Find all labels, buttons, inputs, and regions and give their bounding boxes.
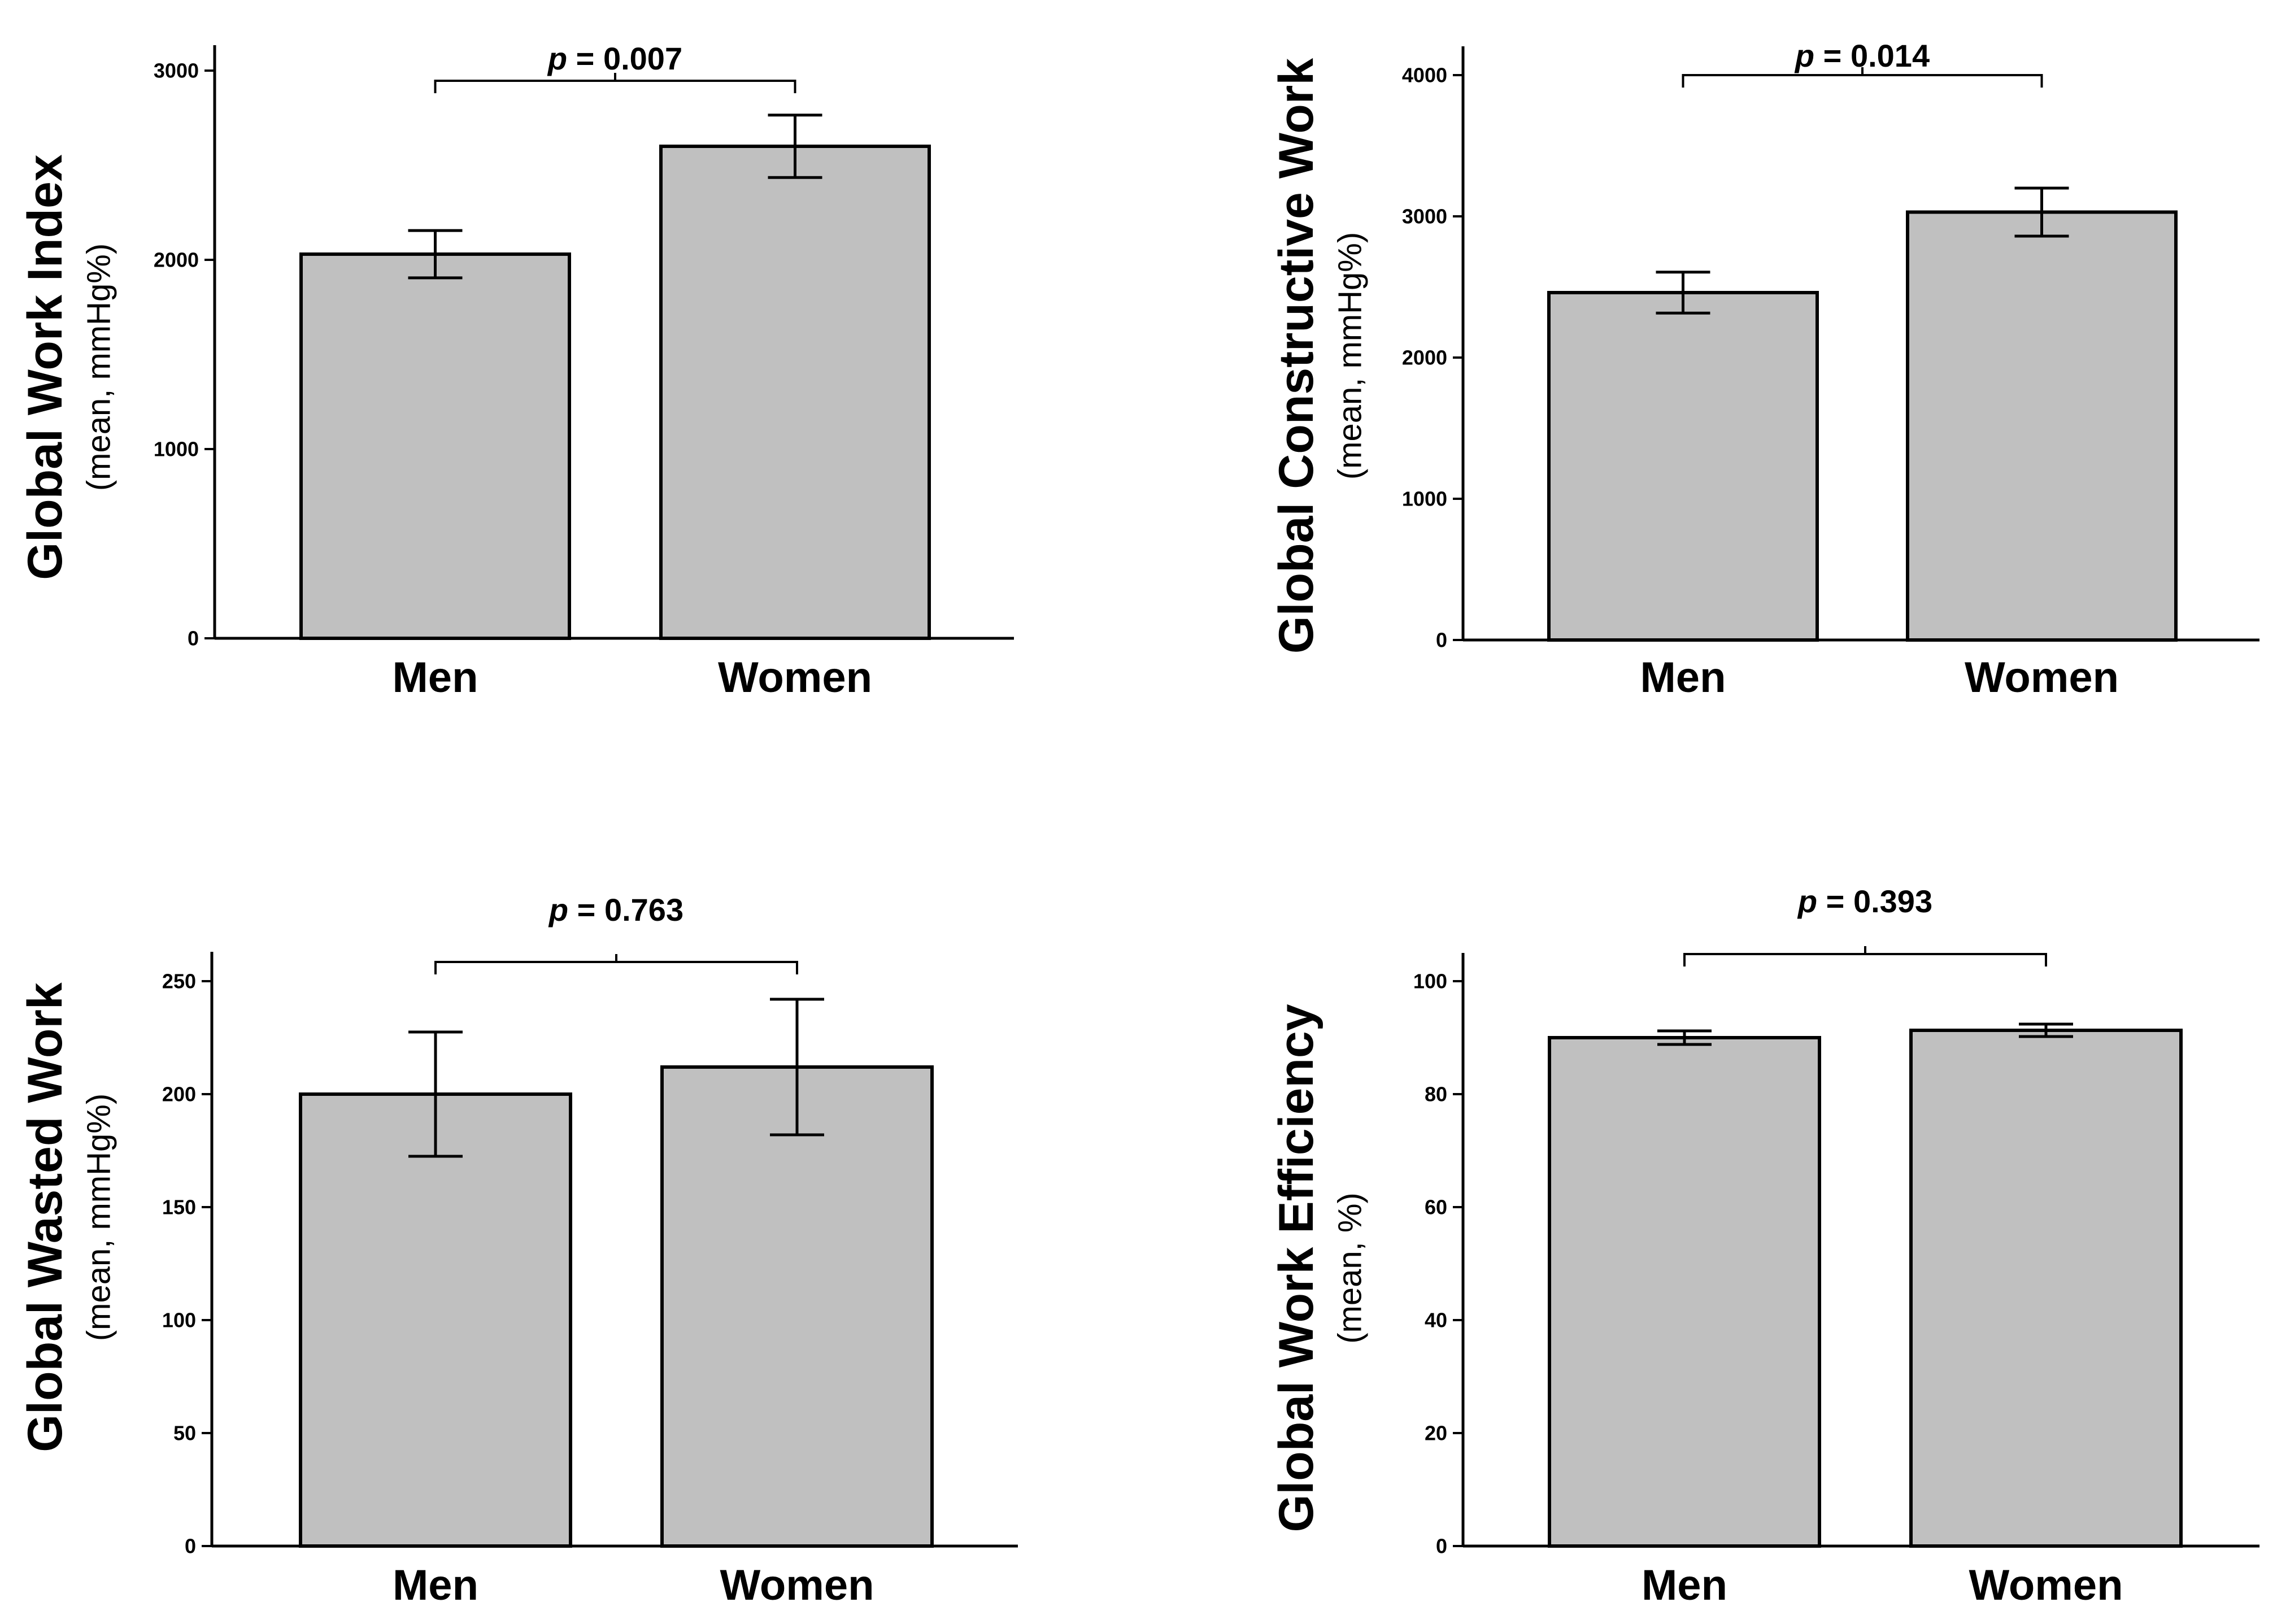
category-label-women: Women [720,1561,874,1609]
p-value-text: = 0.763 [568,892,683,928]
p-value-label: p = 0.014 [1794,38,1930,73]
y-tick-label: 3000 [154,59,199,82]
y-tick-label: 0 [1436,1535,1447,1558]
y-tick-label: 1000 [154,438,199,461]
p-value-text: = 0.014 [1814,38,1930,73]
category-label-women: Women [1969,1561,2123,1609]
chart-svg: Global Wasted Work (mean, mmHg%) 0 50 100 150… [18,892,1018,1609]
chart-svg: Global Work Efficiency (mean, %) 0 20 40 60 80… [1269,883,2259,1609]
p-value-symbol: p [1797,883,1817,919]
chart-panel-global-work-efficiency: Global Work Efficiency (mean, %) 0 20 40 60 80… [1138,811,2276,1621]
y-axis-title: Global Work Index [18,154,72,580]
y-tick-label: 2000 [1402,346,1447,369]
y-axis-subtitle: (mean, mmHg%) [81,1094,117,1341]
y-tick-label: 40 [1425,1309,1447,1332]
bar-men [299,252,571,640]
chart-panel-global-work-index: Global Work Index (mean, mmHg%) 0 1000 2000 3… [0,0,1138,811]
p-value-label: p = 0.393 [1797,883,1932,919]
p-value-symbol: p [548,892,568,928]
y-tick-label: 200 [162,1083,196,1106]
p-value-symbol: p [1794,38,1814,73]
p-value-text: = 0.393 [1817,883,1932,919]
significance-bracket [1683,946,2047,966]
p-value-text: = 0.007 [567,41,682,76]
y-tick-label: 20 [1425,1422,1447,1445]
y-tick-label: 100 [162,1309,196,1332]
y-axis-title: Global Constructive Work [1269,58,1323,654]
chart-panel-global-constructive-work: Global Constructive Work (mean, mmHg%) 0 10… [1138,0,2276,811]
y-tick-label: 0 [185,1535,196,1558]
bar-women [1906,210,2178,642]
p-value-label: p = 0.763 [548,892,683,928]
p-value-symbol: p [547,41,567,76]
bar-women [1909,1029,2183,1548]
bar-men [1548,1036,1821,1548]
chart-panel-global-wasted-work: Global Wasted Work (mean, mmHg%) 0 50 100 150… [0,811,1138,1621]
y-tick-label: 150 [162,1196,196,1219]
significance-bracket [434,73,796,93]
bar-women [659,145,931,640]
y-tick-label: 4000 [1402,64,1447,87]
category-label-men: Men [393,654,478,702]
y-tick-label: 0 [1436,629,1447,652]
y-axis-title: Global Wasted Work [18,982,72,1452]
significance-bracket [1682,67,2043,88]
y-tick-label: 50 [173,1422,196,1445]
y-axis-subtitle: (mean, mmHg%) [81,243,117,491]
category-label-men: Men [1640,654,1726,702]
y-tick-label: 1000 [1402,487,1447,511]
category-label-women: Women [1965,654,2119,702]
y-tick-label: 3000 [1402,205,1447,228]
significance-bracket [434,954,798,974]
p-value-label: p = 0.007 [547,41,682,76]
chart-svg: Global Constructive Work (mean, mmHg%) 0 10… [1269,38,2259,702]
y-tick-label: 2000 [154,249,199,272]
y-tick-label: 250 [162,970,196,993]
y-tick-label: 80 [1425,1083,1447,1106]
y-tick-label: 60 [1425,1196,1447,1219]
y-tick-label: 0 [188,627,199,650]
chart-svg: Global Work Index (mean, mmHg%) 0 1000 2000 3… [18,41,1014,702]
y-axis-subtitle: (mean, mmHg%) [1332,232,1369,480]
category-label-men: Men [393,1561,478,1609]
y-tick-label: 100 [1413,970,1447,993]
bar-men [299,1092,572,1548]
category-label-men: Men [1642,1561,1727,1609]
category-label-women: Women [718,654,872,702]
y-axis-title: Global Work Efficiency [1269,1004,1323,1532]
bar-men [1547,291,1819,642]
bar-women [660,1065,934,1548]
y-axis-subtitle: (mean, %) [1332,1192,1369,1344]
